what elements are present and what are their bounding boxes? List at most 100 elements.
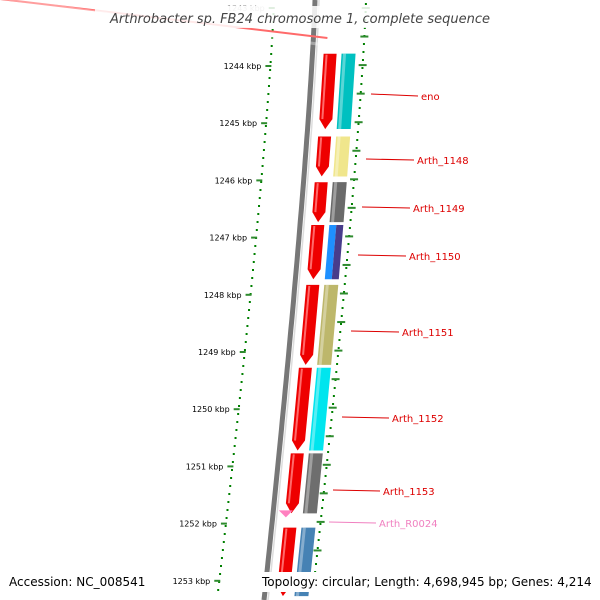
gene-label: Arth_1153: [383, 487, 435, 498]
ruler-dot: [222, 541, 225, 543]
outer-ruler-dot: [346, 251, 349, 253]
outer-ruler-dot: [343, 291, 346, 293]
accession-backdrop: [4, 572, 154, 592]
ruler-dot: [267, 93, 270, 95]
ruler-dot: [248, 309, 251, 311]
outer-ruler-dot: [344, 275, 347, 277]
ruler-dot: [229, 485, 232, 487]
outer-ruler-dot: [356, 139, 359, 141]
outer-ruler-dot: [340, 315, 343, 317]
gene-label: Arth_1149: [413, 204, 465, 215]
gene-label-leader: [361, 206, 411, 209]
outer-ruler-dot: [322, 499, 325, 501]
outer-ruler-dot: [325, 467, 328, 469]
outer-ruler-dot: [318, 531, 321, 533]
ruler-dot: [267, 85, 270, 87]
chromosome-backbone: [261, 0, 320, 600]
ruler-dot: [239, 389, 242, 391]
gene-label: Arth_1151: [402, 328, 454, 339]
gene-band: [317, 284, 339, 365]
gene-band-highlight: [304, 453, 314, 514]
outer-ruler-dot: [339, 331, 342, 333]
ruler-dot: [255, 229, 258, 231]
ruler-dot: [263, 141, 266, 143]
ruler-dot: [219, 573, 222, 575]
ruler-dot: [234, 437, 237, 439]
outer-ruler-dot: [315, 563, 318, 565]
ruler-dot: [270, 45, 273, 47]
ruler-dot: [218, 581, 221, 583]
outer-ruler-dot: [332, 395, 335, 397]
gene-label-leader: [328, 521, 377, 524]
outer-ruler-dot: [362, 51, 365, 53]
ruler-dot: [254, 245, 257, 247]
gene-arrow-highlight: [317, 137, 323, 167]
ruler-dot: [261, 165, 264, 167]
ruler-dot: [271, 37, 274, 39]
outer-ruler-dot: [323, 483, 326, 485]
topology-backdrop: [256, 572, 596, 592]
ruler-dot: [270, 53, 273, 55]
outer-ruler-dot: [346, 259, 349, 261]
outer-ruler-dot: [359, 99, 362, 101]
ruler-dot: [245, 333, 248, 335]
ruler-dot: [244, 341, 247, 343]
ruler-dot: [225, 517, 228, 519]
ruler-dot: [266, 109, 269, 111]
kbp-tick-label: 1244 kbp: [224, 62, 262, 71]
outer-ruler-dot: [347, 243, 350, 245]
gene-arrow-highlight: [287, 454, 295, 504]
ruler-dot: [246, 325, 249, 327]
ruler-dot: [220, 565, 223, 567]
ruler-dot: [237, 413, 240, 415]
title-backdrop: [95, 6, 507, 28]
outer-ruler-dot: [333, 387, 336, 389]
outer-ruler-dot: [321, 507, 324, 509]
ruler-dot: [271, 29, 274, 31]
outer-ruler-dot: [355, 147, 358, 149]
kbp-tick-label: 1246 kbp: [215, 176, 253, 185]
gene-label: Arth_R0024: [379, 519, 438, 530]
gene-band-secondary: [331, 224, 344, 280]
gene-band-highlight: [334, 136, 341, 177]
gene-arrow-highlight: [321, 54, 328, 120]
ruler-dot: [251, 277, 254, 279]
outer-ruler-dot: [360, 75, 363, 77]
outer-ruler-dot: [336, 363, 339, 365]
ruler-dot: [220, 557, 223, 559]
outer-ruler-dot: [356, 131, 359, 133]
ruler-dot: [252, 261, 255, 263]
ruler-dot: [236, 421, 239, 423]
outer-ruler-dot: [354, 163, 357, 165]
outer-ruler-dot: [349, 219, 352, 221]
outer-ruler-dot: [361, 67, 364, 69]
kbp-tick-label: 1248 kbp: [204, 291, 242, 300]
ruler-dot: [230, 477, 233, 479]
ruler-dot: [260, 181, 263, 183]
ruler-dot: [238, 397, 241, 399]
outer-ruler-dot: [359, 91, 362, 93]
ruler-dot: [266, 101, 269, 103]
gene-labels: eno Arth_1148 Arth_1149 Arth_1150 Arth_1151 A…: [328, 92, 469, 530]
gene-band: [324, 224, 337, 280]
outer-ruler-dot: [322, 491, 325, 493]
ruler-dot: [235, 429, 238, 431]
outer-ruler-dot: [353, 171, 356, 173]
outer-ruler-dot: [343, 283, 346, 285]
gene-label: Arth_1148: [417, 156, 469, 167]
outer-ruler-dot: [320, 515, 323, 517]
trna-arrow: [278, 510, 293, 518]
gene-arrow: [312, 182, 328, 223]
ruler-dot: [231, 461, 234, 463]
ruler-dot: [228, 493, 231, 495]
outer-ruler-dot: [327, 451, 330, 453]
gene-arrow: [315, 136, 332, 177]
ruler-dot: [269, 61, 272, 63]
gene-label-leader: [332, 489, 381, 492]
outer-ruler-dot: [331, 411, 334, 413]
outer-ruler-dot: [330, 419, 333, 421]
gene-arrow-highlight: [294, 368, 303, 441]
ruler-dot: [242, 365, 245, 367]
ruler-dot: [257, 213, 260, 215]
kbp-tick-label: 1247 kbp: [209, 234, 247, 243]
